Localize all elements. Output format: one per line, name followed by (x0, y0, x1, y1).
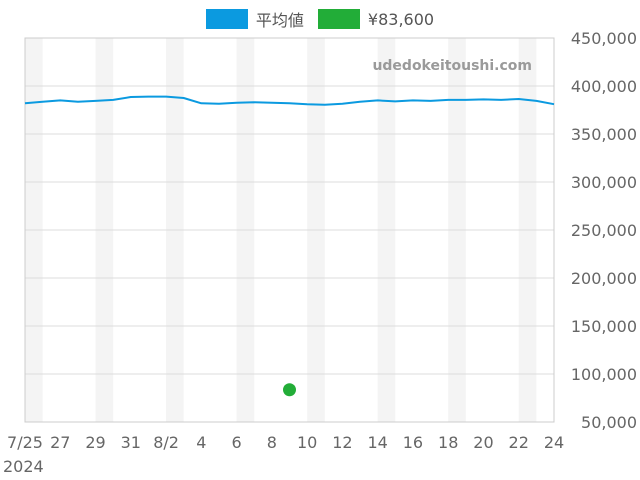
x-tick-label: 14 (367, 433, 387, 452)
legend-swatch-price (317, 9, 360, 29)
x-tick-label: 12 (332, 433, 352, 452)
y-tick-label: 350,000 (571, 125, 637, 144)
y-tick-label: 200,000 (571, 269, 637, 288)
y-tick-label: 150,000 (571, 317, 637, 336)
x-tick-label: 6 (232, 433, 242, 452)
x-year-label: 2024 (3, 457, 44, 476)
x-tick-label: 18 (438, 433, 458, 452)
y-tick-label: 400,000 (571, 77, 637, 96)
legend-label-average: 平均値 (255, 11, 304, 30)
x-tick-label: 10 (297, 433, 317, 452)
y-tick-label: 50,000 (581, 413, 637, 432)
x-tick-label: 22 (509, 433, 529, 452)
y-tick-label: 100,000 (571, 365, 637, 384)
x-tick-label: 8 (267, 433, 277, 452)
x-tick-label: 4 (196, 433, 206, 452)
y-tick-label: 450,000 (571, 29, 637, 48)
x-tick-label: 29 (85, 433, 105, 452)
y-tick-label: 300,000 (571, 173, 637, 192)
x-tick-label: 20 (473, 433, 493, 452)
chart-legend: 平均値 ¥83,600 (0, 7, 640, 31)
watermark-text: udedokeitoushi.com (372, 58, 532, 74)
legend-item-price[interactable]: ¥83,600 (317, 9, 435, 29)
x-tick-label: 24 (544, 433, 564, 452)
series-line-average (24, 95, 555, 106)
legend-label-price: ¥83,600 (367, 9, 435, 29)
plot-border (24, 37, 555, 423)
legend-item-average[interactable]: 平均値 (205, 7, 304, 31)
legend-swatch-average (205, 9, 248, 29)
y-tick-label: 250,000 (571, 221, 637, 240)
price-point (283, 383, 296, 397)
x-tick-label: 7/25 (7, 433, 43, 452)
x-tick-label: 27 (50, 433, 70, 452)
x-tick-label: 31 (121, 433, 141, 452)
x-tick-label: 8/2 (153, 433, 179, 452)
x-tick-label: 16 (403, 433, 423, 452)
